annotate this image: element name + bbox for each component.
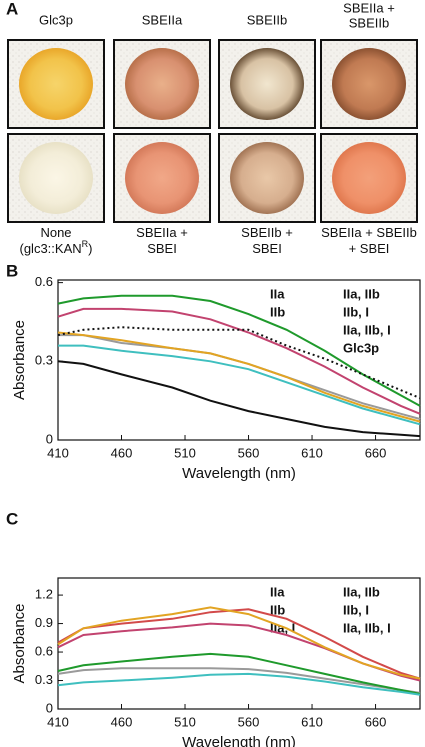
legend-entry: IIa, IIb	[343, 584, 380, 599]
series-line	[57, 360, 421, 438]
strain-label: None	[40, 225, 71, 240]
panel-label: C	[6, 509, 18, 528]
colony	[19, 48, 93, 120]
x-tick-label: 560	[238, 714, 260, 729]
legend-entry: IIb, I	[343, 304, 369, 319]
legend-entry: IIa, IIb	[343, 286, 380, 301]
legend-entry: IIb	[270, 602, 285, 617]
series-line	[57, 294, 421, 407]
colony	[332, 142, 406, 214]
series-line	[57, 672, 421, 696]
y-tick-label: 0.3	[35, 353, 53, 368]
x-tick-label: 460	[111, 445, 133, 460]
legend-entry: IIa	[270, 286, 285, 301]
superscript: R	[82, 239, 89, 249]
series-line	[57, 667, 421, 694]
panel-label: B	[6, 261, 18, 280]
x-tick-label: 410	[47, 714, 69, 729]
label-text: SBEIIa +	[136, 225, 188, 240]
label-text: SBEIIa + SBEIIb	[321, 225, 417, 240]
label-text: (glc3::KAN	[20, 241, 82, 256]
strain-label: + SBEI	[349, 241, 390, 256]
series-line	[57, 326, 421, 399]
x-axis-title: Wavelength (nm)	[182, 734, 296, 747]
legend-entry: IIa	[270, 584, 285, 599]
series-line	[57, 608, 421, 680]
x-tick-label: 660	[365, 445, 387, 460]
strain-label: SBEIIa +	[136, 225, 188, 240]
legend-entry: IIb	[270, 304, 285, 319]
colony	[125, 142, 199, 214]
x-tick-label: 560	[238, 445, 260, 460]
colony	[230, 142, 304, 214]
colony	[19, 142, 93, 214]
legend-entry: IIb, I	[343, 602, 369, 617]
strain-label: (glc3::KANR)	[20, 239, 93, 256]
legend-entry: Glc3p	[343, 340, 379, 355]
y-tick-label: 0.9	[35, 615, 53, 630]
x-tick-label: 510	[174, 445, 196, 460]
label-text: SBEI	[147, 241, 177, 256]
y-tick-label: 0.6	[35, 274, 53, 289]
legend-entry: IIa, IIb, I	[343, 322, 391, 337]
strain-label: SBEI	[252, 241, 282, 256]
label-text: + SBEI	[349, 241, 390, 256]
y-tick-label: 0.3	[35, 672, 53, 687]
colony	[332, 48, 406, 120]
y-axis-title: Absorbance	[11, 320, 28, 400]
series-line	[57, 606, 421, 680]
series-line	[58, 344, 421, 426]
strain-label: SBEIIb +	[241, 225, 293, 240]
series-line	[57, 652, 421, 695]
x-tick-label: 410	[47, 445, 69, 460]
y-tick-label: 1.2	[35, 587, 53, 602]
y-tick-label: 0.6	[35, 643, 53, 658]
strain-label: SBEIIb	[247, 12, 287, 27]
x-tick-label: 460	[111, 714, 133, 729]
label-text: )	[88, 241, 92, 256]
strain-label: SBEIIa + SBEIIb	[321, 225, 417, 240]
strain-label: SBEIIa +	[343, 0, 395, 15]
y-tick-label: 0	[46, 700, 53, 715]
x-tick-label: 660	[365, 714, 387, 729]
x-axis-title: Wavelength (nm)	[182, 465, 296, 482]
series-line	[57, 331, 421, 423]
y-axis-title: Absorbance	[11, 603, 28, 683]
colony	[125, 48, 199, 120]
x-tick-label: 610	[301, 714, 323, 729]
plot-frame	[57, 279, 421, 441]
y-tick-label: 0	[46, 431, 53, 446]
x-tick-label: 510	[174, 714, 196, 729]
strain-label: SBEIIb	[349, 15, 389, 30]
x-tick-label: 610	[301, 445, 323, 460]
strain-label: Glc3p	[39, 12, 73, 27]
label-text: SBEI	[252, 241, 282, 256]
strain-label: SBEIIa	[142, 12, 183, 27]
series-line	[57, 307, 421, 415]
panel-label: A	[6, 0, 18, 18]
label-text: None	[40, 225, 71, 240]
colony	[230, 48, 304, 120]
label-text: SBEIIb +	[241, 225, 293, 240]
strain-label: SBEI	[147, 241, 177, 256]
legend-entry: IIa, IIb, I	[343, 620, 391, 635]
